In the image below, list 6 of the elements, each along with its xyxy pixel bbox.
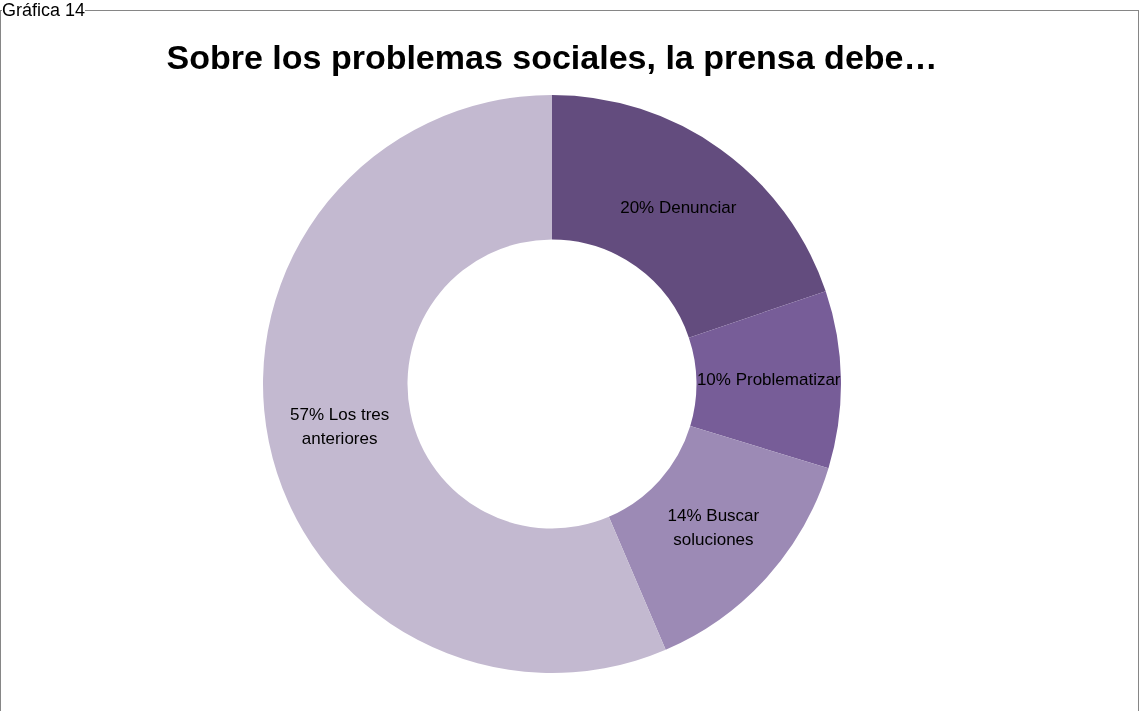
slice-label: 10% Problematizar: [696, 370, 841, 390]
slice-label: 14% Buscar soluciones: [667, 506, 760, 550]
slice-label: 20% Denunciar: [620, 197, 737, 217]
slice-label: 57% Los tres anteriores: [290, 405, 390, 449]
text: Gráfica 14: [2, 0, 86, 20]
chart-title: Sobre los problemas sociales, la prensa debe…: [165, 38, 939, 77]
